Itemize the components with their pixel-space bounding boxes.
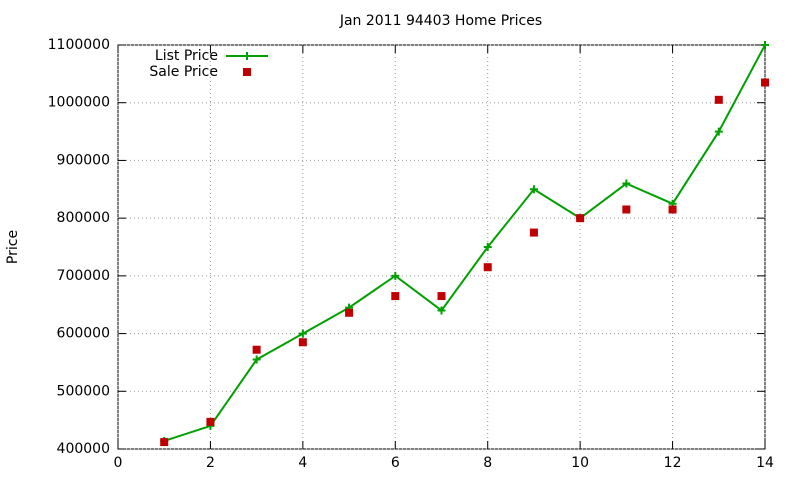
point-marker — [529, 185, 538, 194]
y-tick-label: 600000 — [57, 326, 110, 342]
legend-label: List Price — [155, 48, 218, 64]
y-tick-label: 800000 — [57, 210, 110, 226]
series-line — [163, 44, 766, 442]
y-tick-label: 500000 — [57, 383, 110, 399]
y-axis-label: Price — [5, 230, 21, 264]
legend-label: Sale Price — [149, 64, 218, 80]
x-tick-label: 14 — [756, 455, 774, 471]
x-tick-label: 2 — [206, 455, 215, 471]
point-marker — [345, 308, 354, 317]
point-marker — [761, 41, 769, 49]
y-tick-label: 900000 — [57, 152, 110, 168]
point-marker — [714, 127, 723, 136]
point-marker — [391, 271, 400, 280]
x-tick-label: 10 — [571, 455, 589, 471]
plot-border — [117, 44, 766, 450]
y-tick-label: 1000000 — [48, 95, 110, 111]
point-marker — [761, 78, 769, 87]
point-marker — [483, 263, 492, 272]
point-marker — [622, 179, 631, 188]
legend-marker — [243, 68, 251, 76]
point-marker — [529, 228, 538, 237]
y-tick-label: 1100000 — [48, 37, 110, 53]
point-marker — [252, 355, 261, 364]
point-marker — [622, 205, 631, 214]
y-tick-label: 400000 — [57, 441, 110, 457]
chart-title: Jan 2011 94403 Home Prices — [339, 13, 542, 29]
point-marker — [391, 292, 400, 301]
legend-marker — [243, 52, 251, 60]
point-marker — [298, 329, 307, 338]
x-tick-label: 0 — [114, 455, 123, 471]
point-marker — [668, 205, 677, 214]
x-tick-label: 8 — [483, 455, 492, 471]
x-tick-label: 4 — [298, 455, 307, 471]
point-marker — [576, 214, 585, 223]
point-marker — [252, 345, 261, 354]
point-marker — [298, 338, 307, 347]
point-marker — [483, 243, 492, 251]
point-marker — [437, 292, 446, 301]
x-tick-label: 12 — [664, 455, 682, 471]
point-marker — [160, 438, 169, 447]
point-marker — [206, 417, 215, 426]
point-marker — [714, 95, 723, 104]
y-tick-label: 700000 — [57, 268, 110, 284]
point-marker — [437, 306, 446, 315]
x-tick-label: 6 — [391, 455, 400, 471]
